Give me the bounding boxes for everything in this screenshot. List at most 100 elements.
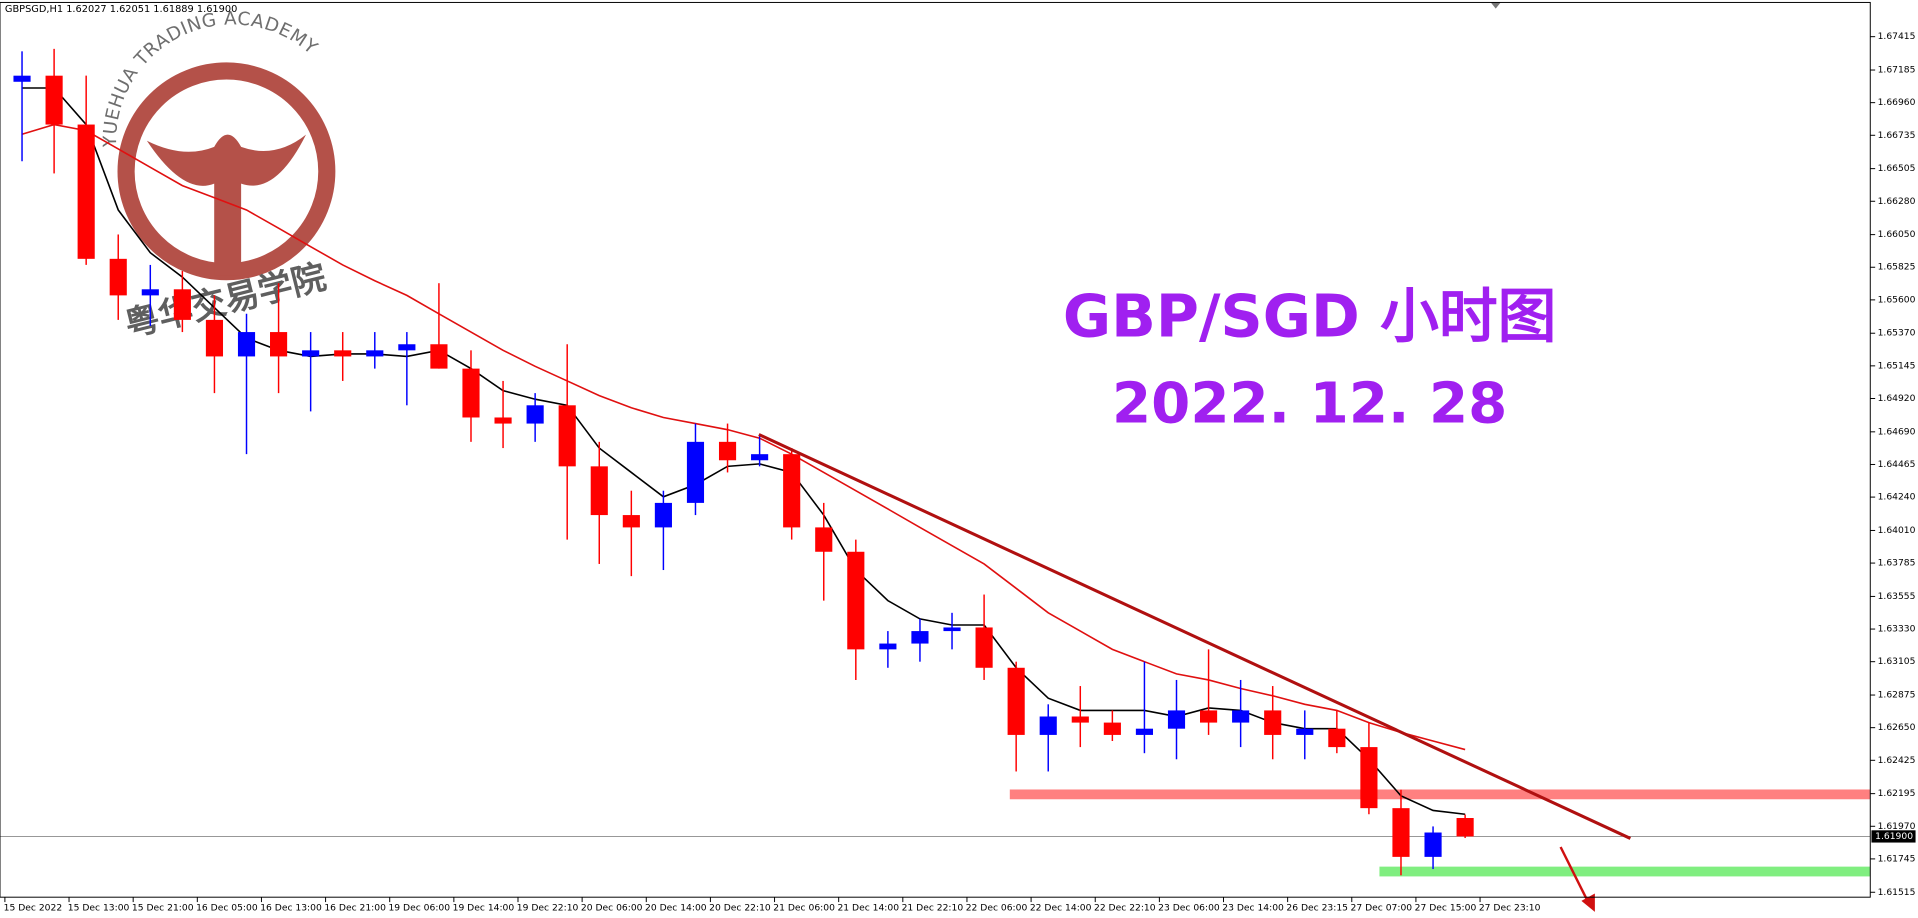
y-tick-label: 1.63105 (1878, 656, 1916, 667)
x-tick-label: 21 Dec 06:00 (773, 903, 835, 914)
y-tick-label: 1.63785 (1878, 558, 1916, 569)
x-tick-label: 20 Dec 14:00 (645, 903, 707, 914)
candle-body (494, 417, 512, 424)
x-tick-label: 19 Dec 14:00 (453, 903, 515, 914)
candle-body (13, 75, 31, 82)
x-tick-label: 27 Dec 07:00 (1351, 903, 1413, 914)
y-tick-label: 1.65145 (1878, 360, 1916, 371)
x-tick-label: 15 Dec 2022 (4, 903, 62, 914)
candle-body (943, 627, 961, 632)
candle-body (1071, 716, 1089, 723)
annotation: GBP/SGD 小时图 (1063, 282, 1557, 351)
y-tick-label: 1.66050 (1878, 229, 1916, 240)
x-tick-label: 27 Dec 23:10 (1479, 903, 1541, 914)
y-tick-label: 1.67185 (1878, 65, 1916, 76)
x-tick-label: 22 Dec 06:00 (966, 903, 1028, 914)
x-tick-label: 15 Dec 13:00 (68, 903, 130, 914)
y-tick-label: 1.64465 (1878, 459, 1916, 470)
indicator-lines (21, 87, 1466, 816)
arrow-shaft (1559, 846, 1590, 904)
x-tick-label: 15 Dec 21:00 (132, 903, 194, 914)
x-tick-label: 16 Dec 05:00 (196, 903, 258, 914)
y-tick-label: 1.61970 (1878, 821, 1916, 832)
x-tick-label: 27 Dec 15:00 (1415, 903, 1477, 914)
y-tick-label: 1.66735 (1878, 130, 1916, 141)
x-tick-label: 23 Dec 14:00 (1222, 903, 1284, 914)
x-tick-label: 21 Dec 22:10 (902, 903, 964, 914)
candle-body (590, 466, 608, 516)
candle-body (558, 405, 576, 467)
candle-body (1200, 710, 1218, 723)
y-tick-label: 1.65825 (1878, 262, 1916, 273)
x-tick-label: 20 Dec 06:00 (581, 903, 643, 914)
y-tick-label: 1.61745 (1878, 853, 1916, 864)
candles (13, 48, 1474, 876)
candle-body (109, 258, 127, 296)
y-tick-label: 1.62425 (1878, 755, 1916, 766)
y-tick-label: 1.64690 (1878, 426, 1916, 437)
candle-body (1135, 728, 1154, 735)
candle-body (334, 350, 352, 357)
moving-average (21, 123, 1466, 751)
y-tick-label: 1.64240 (1878, 492, 1916, 503)
candle-body (1456, 818, 1474, 837)
y-tick-label: 1.66960 (1878, 97, 1916, 108)
candle-body (847, 551, 865, 650)
candle-body (879, 643, 897, 650)
candle-body (654, 502, 672, 528)
x-tick-label: 22 Dec 14:00 (1030, 903, 1092, 914)
plot-frame (0, 1, 1871, 898)
zones (0, 789, 1871, 877)
header: GBPSGD,H1 1.62027 1.62051 1.61889 1.6190… (5, 4, 237, 15)
candle-body (1103, 722, 1121, 735)
x-tick-label: 23 Dec 06:00 (1158, 903, 1220, 914)
y-tick-label: 1.65600 (1878, 294, 1916, 305)
candle-body (205, 319, 224, 357)
candle-body (366, 350, 384, 357)
candle-body (783, 454, 801, 528)
candle-body (173, 289, 191, 320)
x-tick-label: 22 Dec 22:10 (1094, 903, 1156, 914)
x-tick-label: 19 Dec 22:10 (517, 903, 579, 914)
candle-body (141, 289, 159, 296)
x-tick-label: 19 Dec 06:00 (388, 903, 450, 914)
candle-body (975, 627, 993, 668)
candle-body (1424, 832, 1442, 857)
y-tick-label: 1.65370 (1878, 328, 1916, 339)
x-tick-label: 26 Dec 23:15 (1286, 903, 1348, 914)
y-tick-label: 1.66505 (1878, 163, 1916, 174)
candle-body (815, 527, 833, 552)
moving-average (22, 87, 1466, 816)
candle-body (77, 124, 95, 259)
y-tick-label: 1.61515 (1878, 887, 1916, 898)
candle-body (302, 350, 320, 357)
logo-mark (146, 134, 306, 276)
candle-body (237, 332, 256, 357)
y-tick-label: 1.62195 (1878, 788, 1916, 799)
candle-body (1167, 710, 1186, 729)
candle-body (526, 405, 544, 424)
y-tick-label: 1.67415 (1878, 31, 1916, 42)
candle-body (398, 344, 416, 351)
candle-body (718, 441, 737, 461)
candle-body (270, 332, 288, 357)
candle-body (1007, 667, 1025, 735)
y-tick-label: 1.64010 (1878, 525, 1916, 536)
axis-ticks (4, 36, 1876, 903)
current-price-label: 1.61900 (1875, 831, 1913, 842)
y-tick-label: 1.62875 (1878, 690, 1916, 701)
x-tick-label: 21 Dec 14:00 (837, 903, 899, 914)
candle-body (45, 75, 63, 125)
x-tick-label: 16 Dec 21:00 (324, 903, 386, 914)
marker (1490, 2, 1501, 9)
candle-body (686, 441, 705, 503)
candle-body (1039, 716, 1057, 735)
arrow-head (1581, 893, 1595, 912)
y-tick-label: 1.63330 (1878, 624, 1916, 635)
candle-body (751, 454, 769, 461)
current-price-box (1871, 830, 1916, 843)
axes: 1.67415 1.67185 1.66960 1.66735 1.66505 1.662… (4, 31, 1916, 914)
y-tick-label: 1.63555 (1878, 591, 1916, 602)
